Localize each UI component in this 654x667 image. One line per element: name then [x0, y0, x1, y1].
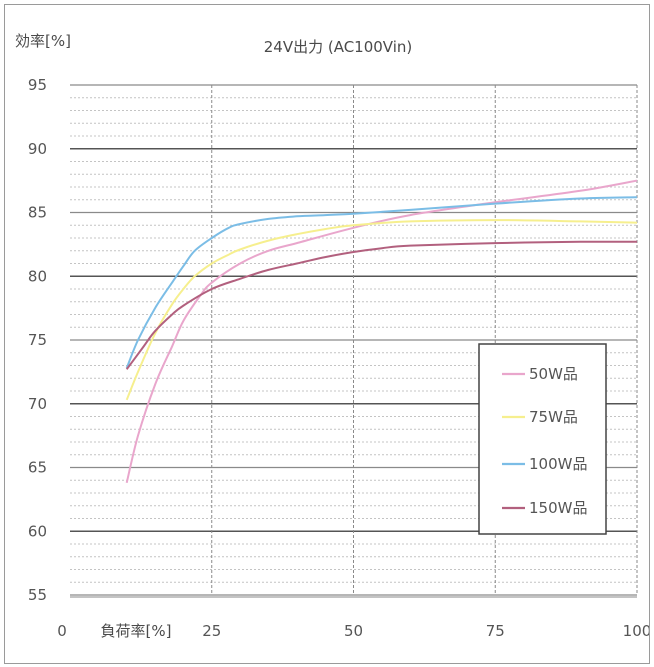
series-lines [125, 179, 638, 484]
y-tick-label: 95 [28, 76, 47, 94]
y-tick-label: 70 [28, 395, 47, 413]
x-tick-label: 50 [344, 622, 363, 640]
y-tick-label: 60 [28, 522, 47, 540]
x-tick-labels: 0 25 50 75 100 [57, 622, 651, 640]
legend-label: 150W品 [529, 499, 587, 517]
series-line [125, 240, 638, 370]
x-tick-label: 100 [623, 622, 649, 640]
x-tick-label: 0 [57, 622, 67, 640]
y-tick-label: 55 [28, 586, 47, 604]
y-tick-labels: 55 60 65 70 75 80 85 90 95 [28, 76, 47, 604]
legend-label: 75W品 [529, 408, 578, 426]
y-tick-label: 90 [28, 140, 47, 158]
chart-frame: 55 60 65 70 75 80 85 90 95 0 25 50 75 100 24V出力 (AC1… [4, 4, 651, 664]
series-line [125, 196, 638, 369]
x-axis-label: 負荷率[%] [101, 622, 172, 640]
legend-box [478, 343, 607, 535]
series-line [125, 219, 638, 401]
y-tick-label: 85 [28, 204, 47, 222]
y-tick-label: 65 [28, 459, 47, 477]
efficiency-chart: 55 60 65 70 75 80 85 90 95 0 25 50 75 100 24V出力 (AC1… [15, 32, 651, 640]
x-tick-label: 25 [202, 622, 221, 640]
legend-label: 100W品 [529, 455, 587, 473]
vertical-gridlines [211, 85, 638, 595]
y-tick-label: 80 [28, 267, 47, 285]
x-tick-label: 75 [486, 622, 505, 640]
y-tick-label: 75 [28, 331, 47, 349]
legend: 50W品 75W品 100W品 150W品 [478, 343, 607, 535]
legend-label: 50W品 [529, 365, 578, 383]
chart-title: 24V出力 (AC100Vin) [264, 38, 413, 56]
y-axis-label: 効率[%] [15, 32, 71, 50]
